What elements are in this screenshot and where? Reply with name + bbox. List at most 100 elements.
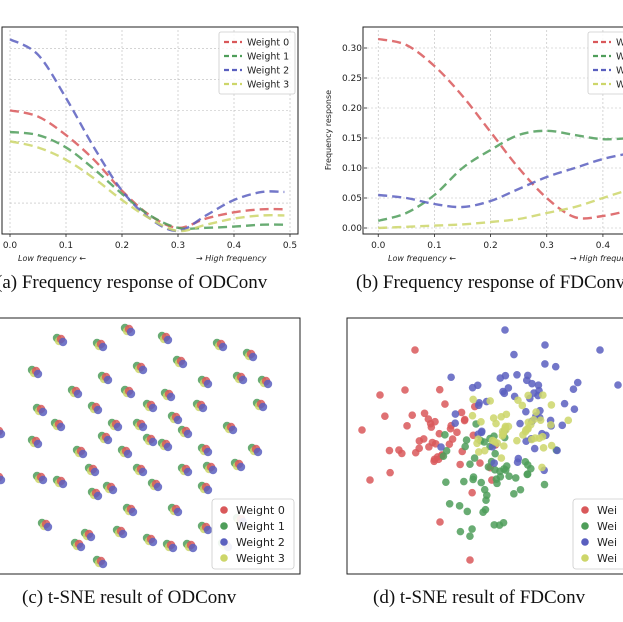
scatter-point-c-5-2	[248, 352, 258, 362]
scatter-point-d-0	[453, 428, 461, 437]
scatter-point-c-18-2	[148, 403, 158, 413]
scatter-point-c-48-2	[86, 532, 96, 542]
scatter-point-d-0	[415, 437, 424, 445]
scatter-point-d-2	[558, 421, 567, 430]
scatter-point-d-0	[420, 409, 429, 418]
legend-label: Weight 2	[247, 66, 289, 77]
scatter-point-d-2	[490, 459, 499, 467]
scatter-point-c-44-2	[173, 507, 183, 517]
scatter-point-c-28-2	[163, 442, 173, 452]
scatter-point-c-11-2	[238, 375, 248, 385]
scatter-point-c-54-2	[76, 542, 86, 552]
scatter-point-d-2	[504, 384, 513, 392]
scatter-point-c-49-2	[118, 529, 128, 539]
scatter-point-d-1	[480, 485, 489, 494]
scatter-point-d-3	[564, 416, 573, 425]
scatter-point-c-47-2	[43, 522, 53, 532]
panel-b-caption: (b) Frequency response of FDConv	[356, 272, 623, 293]
scatter-point-d-0	[408, 411, 417, 419]
panel-c-legend: Weight 0 Weight 1 Weight 2 Weight 3	[211, 498, 295, 570]
legend-label: W	[616, 66, 623, 77]
scatter-point-d-2	[541, 360, 549, 368]
scatter-point-c-2-2	[98, 342, 108, 352]
scatter-point-d-1	[469, 475, 477, 484]
legend-marker	[220, 538, 228, 546]
scatter-point-c-8-2	[138, 365, 148, 375]
scatter-point-d-0	[358, 426, 366, 434]
y-tick-label: 0.30	[342, 44, 362, 54]
scatter-point-c-23-2	[173, 415, 183, 425]
panel-d-points	[358, 326, 622, 564]
scatter-point-d-3	[524, 391, 532, 400]
scatter-point-d-3	[538, 463, 546, 472]
scatter-point-d-2	[513, 458, 522, 467]
scatter-point-c-14-2	[126, 389, 136, 399]
scatter-point-d-2	[530, 444, 539, 453]
legend-label: Weight 0	[247, 38, 289, 49]
scatter-point-d-1	[505, 472, 513, 481]
scatter-point-d-1	[496, 467, 504, 476]
scatter-point-d-2	[522, 407, 530, 416]
scatter-point-d-3	[513, 436, 521, 445]
panel-c-caption: (c) t-SNE result of ODConv	[22, 587, 237, 608]
scatter-point-d-3	[532, 408, 540, 416]
x-tick-label: 0.1	[59, 241, 73, 251]
panel-d-legend: Wei Wei Wei Wei	[572, 498, 623, 570]
scatter-point-c-9-2	[178, 359, 188, 369]
panel-d-tsne-fdconv: Wei Wei Wei Wei (d) t-SNE result of FDConv	[346, 317, 623, 608]
scatter-point-c-15-2	[166, 392, 176, 402]
scatter-point-d-3	[473, 439, 481, 448]
legend-box	[587, 31, 623, 95]
panel-a-xlabel-right: → High frequency	[196, 254, 267, 263]
legend-box	[218, 31, 296, 95]
series-line-1	[377, 129, 623, 222]
scatter-point-d-3	[486, 397, 494, 405]
scatter-point-d-2	[596, 346, 604, 354]
scatter-point-d-0	[460, 416, 469, 425]
scatter-point-d-3	[536, 416, 545, 424]
scatter-point-d-2	[513, 370, 521, 379]
y-tick-label: 0.15	[342, 134, 362, 144]
x-tick-label: 0.3	[171, 241, 185, 251]
scatter-point-d-2	[451, 410, 460, 418]
scatter-point-d-2	[569, 385, 578, 394]
scatter-point-c-57-2	[148, 437, 158, 447]
scatter-point-c-16-2	[38, 407, 48, 417]
x-tick-label: 0.3	[540, 241, 554, 251]
scatter-point-d-2	[522, 376, 531, 385]
scatter-point-d-2	[534, 381, 543, 390]
legend-label: Weight 0	[236, 504, 285, 517]
legend-label: Weight 1	[247, 52, 289, 63]
panel-c-points	[0, 323, 273, 569]
panel-a-frequency-odconv: 0.0 0.1 0.2 0.3 0.4 0.5 Low frequency ← → Hig…	[0, 26, 299, 293]
legend-box	[211, 498, 295, 570]
scatter-point-c-21-2	[56, 422, 66, 432]
scatter-point-d-3	[468, 411, 477, 420]
scatter-point-c-55-2	[98, 559, 108, 569]
scatter-point-d-0	[441, 400, 449, 408]
series-line-3	[9, 140, 285, 233]
legend-marker	[581, 522, 589, 530]
legend-label: Weight 3	[247, 80, 289, 91]
scatter-point-c-45-2	[203, 525, 213, 535]
legend-label: W	[616, 52, 623, 63]
scatter-point-d-0	[385, 446, 394, 455]
legend-label: Wei	[597, 536, 617, 549]
scatter-point-d-3	[547, 401, 556, 409]
scatter-point-c-29-2	[203, 447, 213, 457]
scatter-point-c-1-2	[163, 335, 173, 345]
scatter-point-c-35-2	[58, 479, 68, 489]
scatter-point-c-32-2	[138, 467, 148, 477]
x-tick-label: 0.0	[371, 241, 386, 251]
scatter-point-d-1	[521, 457, 530, 466]
scatter-point-d-1	[468, 525, 476, 533]
panel-b-frame	[362, 26, 623, 235]
scatter-point-c-42-2	[93, 491, 103, 501]
scatter-point-d-3	[502, 410, 511, 419]
scatter-point-c-19-2	[198, 403, 208, 413]
scatter-point-d-3	[539, 444, 548, 452]
scatter-point-d-1	[462, 436, 471, 444]
scatter-point-d-2	[541, 341, 549, 349]
series-line-2	[378, 153, 623, 209]
panel-a-xlabel-left: Low frequency ←	[18, 254, 86, 263]
